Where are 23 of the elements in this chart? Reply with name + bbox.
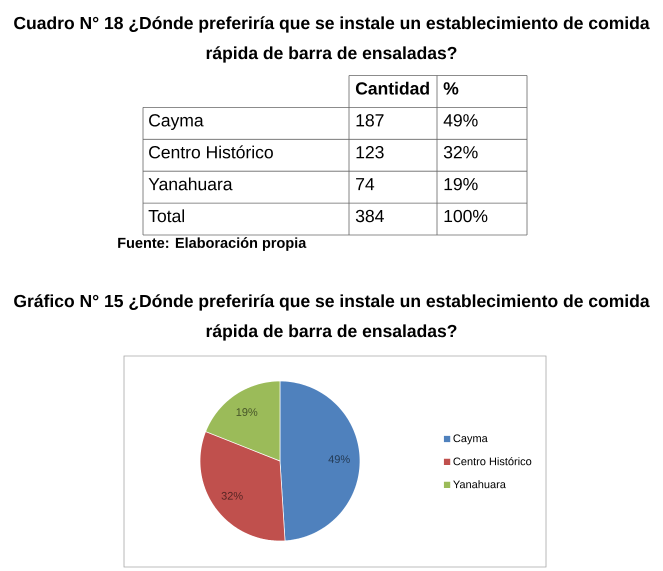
legend-label: Cayma bbox=[453, 434, 488, 444]
data-label: 19% bbox=[236, 408, 258, 416]
data-label: 74 bbox=[356, 178, 374, 190]
category-label: Centro Histórico bbox=[149, 145, 273, 158]
category-label: Total bbox=[148, 209, 184, 222]
data-label: 187 bbox=[356, 114, 384, 127]
chart-title: Gráfico N° 15 ¿Dónde preferiría que se instale un establecimiento de comida rápida de barra de ensaladas? bbox=[14, 294, 650, 341]
category-label: Cayma bbox=[149, 114, 204, 130]
text: % bbox=[444, 82, 458, 95]
category-label: Yanahuara bbox=[148, 177, 233, 190]
data-label: 384 bbox=[356, 210, 384, 222]
source-note: Fuente: Elaboración propia bbox=[118, 237, 306, 251]
data-label: 32% bbox=[444, 146, 478, 158]
data-label: 19% bbox=[444, 178, 478, 190]
legend-label: Centro Histórico bbox=[453, 457, 532, 466]
data-label: 49% bbox=[444, 114, 478, 127]
data-label: 49% bbox=[328, 455, 350, 464]
text: Cantidad bbox=[356, 82, 429, 95]
data-label: 123 bbox=[356, 146, 384, 158]
data-label: 32% bbox=[222, 492, 243, 500]
data-label: 100% bbox=[444, 210, 488, 222]
text: Cuadro N° 18 ¿Dónde preferiría que se instale un establecimiento de comida rápida de barra de ensaladas? bbox=[14, 16, 650, 63]
legend-label: Yanahuara bbox=[453, 480, 506, 488]
